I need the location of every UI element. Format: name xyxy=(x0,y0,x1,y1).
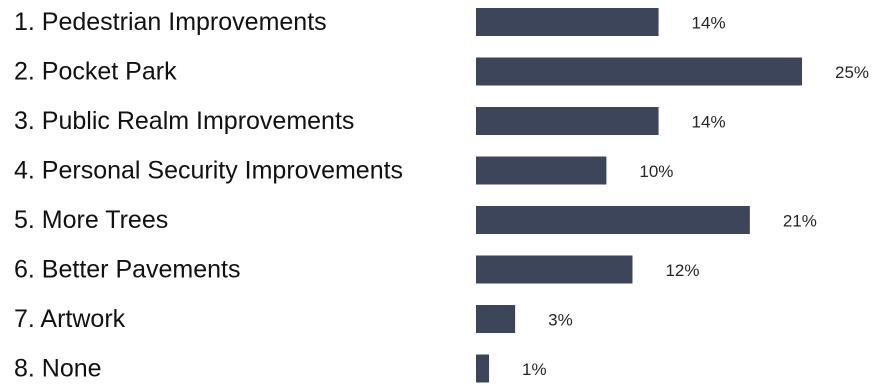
bar xyxy=(476,255,633,284)
category-label: 7. Artwork xyxy=(14,305,126,333)
bar xyxy=(476,305,516,333)
category-label: 6. Better Pavements xyxy=(14,256,241,284)
bar xyxy=(476,354,490,383)
bar xyxy=(476,206,750,234)
bar xyxy=(476,57,802,86)
bar xyxy=(476,156,607,185)
category-label: 1. Pedestrian Improvements xyxy=(14,8,327,36)
category-label: 8. None xyxy=(14,355,102,383)
value-label: 25% xyxy=(835,63,869,82)
value-label: 12% xyxy=(665,261,699,280)
category-label: 4. Personal Security Improvements xyxy=(14,157,403,185)
bar xyxy=(476,107,659,135)
value-label: 3% xyxy=(548,311,573,330)
value-label: 1% xyxy=(522,360,547,379)
category-labels: 1. Pedestrian Improvements 2. Pocket Park… xyxy=(14,8,403,383)
bar xyxy=(476,8,659,36)
value-label: 21% xyxy=(783,212,817,231)
value-labels: 14% 25% 14% 10% 21% 12% 3% 1% xyxy=(522,14,869,380)
category-label: 2. Pocket Park xyxy=(14,58,177,86)
value-label: 14% xyxy=(692,14,726,33)
category-label: 5. More Trees xyxy=(14,206,168,234)
value-label: 14% xyxy=(692,113,726,132)
value-label: 10% xyxy=(639,162,673,181)
bars xyxy=(476,8,802,383)
category-label: 3. Public Realm Improvements xyxy=(14,107,354,135)
